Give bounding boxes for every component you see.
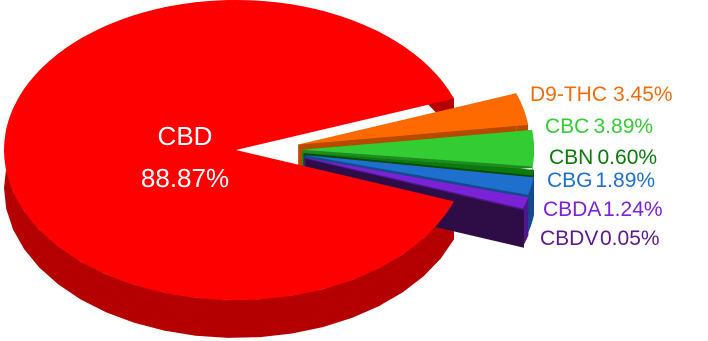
label-cbg-name: CBG — [547, 169, 593, 192]
label-cbda-name: CBDA — [543, 198, 601, 221]
label-cbc-name: CBC — [545, 115, 589, 138]
label-cbg-value: 1.89% — [596, 169, 656, 192]
slice-cbg — [304, 155, 534, 195]
label-cbn-value: 0.60% — [598, 146, 658, 169]
slice-cbdv — [305, 158, 524, 211]
label-cbdv-name: CBDV — [540, 227, 598, 250]
label-cbda-value: 1.24% — [603, 198, 663, 221]
slice-cbd — [4, 0, 454, 300]
slice-cbda — [304, 157, 529, 209]
slice-cbn — [303, 153, 534, 176]
label-cbdv-value: 0.05% — [600, 227, 660, 250]
slice-d9-thc — [298, 93, 529, 145]
label-d9-thc-value: 3.45% — [613, 83, 673, 106]
label-cbd-value: 88.87% — [141, 163, 229, 193]
label-cbn-name: CBN — [549, 146, 593, 169]
label-cbd-name: CBD — [158, 121, 213, 151]
label-d9-thc-name: D9-THC — [530, 83, 607, 106]
slice-cbc — [301, 129, 534, 167]
label-cbc-value: 3.89% — [594, 115, 654, 138]
pie-tops — [4, 0, 534, 300]
